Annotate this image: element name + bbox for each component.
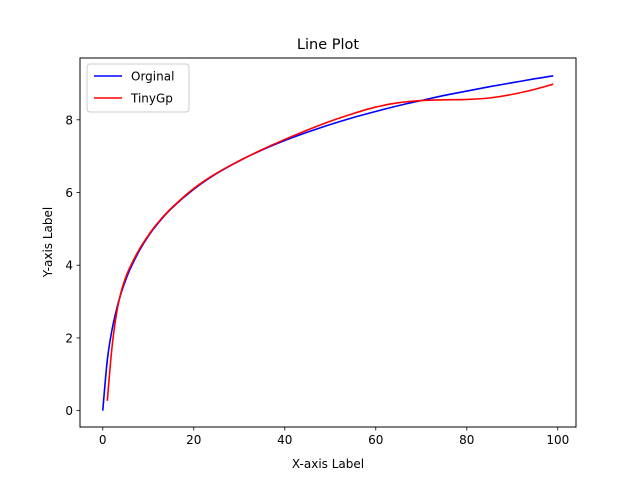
plot-background: [80, 58, 576, 427]
y-tick-label: 4: [65, 259, 73, 273]
y-axis-ticks: 0 2 4 6 8: [65, 113, 80, 418]
y-tick-label: 6: [65, 186, 73, 200]
y-tick-label: 0: [65, 404, 73, 418]
x-tick-label: 80: [459, 433, 474, 447]
x-tick-label: 20: [186, 433, 201, 447]
legend-label-orginal: Orginal: [131, 70, 174, 84]
x-axis-ticks: 0 20 40 60 80 100: [99, 427, 569, 447]
x-tick-label: 0: [99, 433, 107, 447]
plot-frame: [79, 57, 577, 428]
legend-label-tinygp: TinyGp: [130, 92, 173, 106]
y-tick-label: 2: [65, 331, 73, 345]
x-axis-label: X-axis Label: [292, 457, 364, 471]
legend: Orginal TinyGp: [86, 63, 190, 113]
x-tick-label: 100: [546, 433, 569, 447]
x-tick-label: 60: [368, 433, 383, 447]
y-axis-label: Y-axis Label: [41, 207, 55, 278]
series-layer: [101, 75, 554, 411]
y-tick-label: 8: [65, 113, 73, 127]
x-tick-label: 40: [277, 433, 292, 447]
plot-area: [80, 58, 576, 427]
series-line-tinygp: [106, 83, 554, 401]
chart-title: Line Plot: [297, 37, 359, 53]
